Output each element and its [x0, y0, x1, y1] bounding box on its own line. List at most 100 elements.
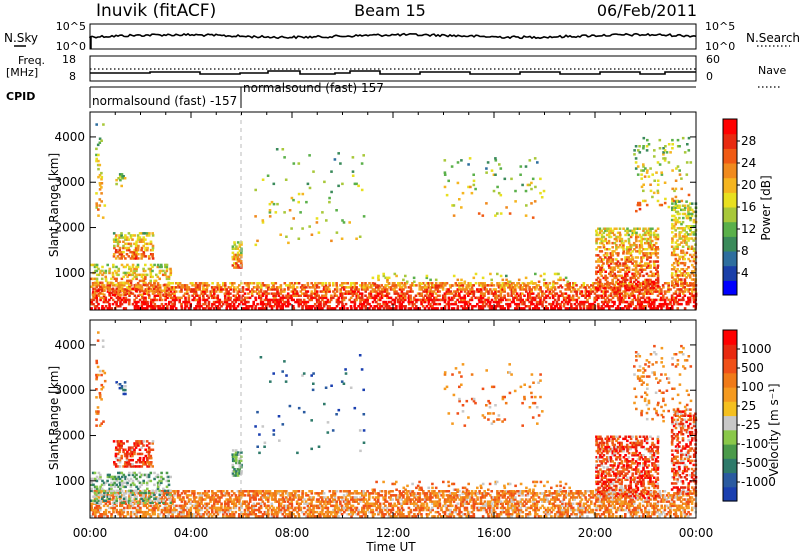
data-cell	[256, 239, 259, 243]
data-cell	[241, 515, 245, 518]
data-cell	[618, 284, 622, 288]
data-cell	[483, 300, 487, 304]
data-cell	[385, 290, 389, 293]
data-cell	[683, 208, 687, 212]
data-cell	[149, 504, 153, 508]
data-cell	[551, 296, 555, 300]
data-cell	[200, 502, 203, 505]
data-cell	[551, 302, 555, 306]
data-cell	[160, 496, 164, 499]
data-cell	[653, 149, 656, 152]
data-cell	[322, 305, 326, 308]
data-cell	[627, 307, 631, 310]
data-cell	[663, 292, 667, 295]
data-cell	[644, 262, 647, 265]
data-cell	[620, 276, 624, 280]
data-cell	[209, 307, 212, 310]
data-cell	[649, 167, 652, 170]
data-cell	[530, 187, 533, 191]
data-cell	[117, 510, 120, 514]
data-cell	[644, 278, 647, 282]
data-cell	[524, 286, 528, 289]
data-cell	[203, 284, 207, 287]
data-cell	[368, 294, 371, 297]
data-cell	[530, 202, 533, 205]
data-cell	[102, 285, 106, 288]
data-cell	[642, 296, 645, 300]
data-cell	[202, 302, 205, 306]
data-cell	[676, 204, 680, 207]
data-cell	[625, 284, 629, 288]
data-cell	[288, 496, 292, 499]
data-cell	[203, 490, 207, 493]
data-cell	[595, 266, 598, 269]
data-cell	[337, 152, 340, 155]
data-cell	[218, 500, 221, 503]
data-cell	[674, 253, 678, 257]
data-cell	[124, 234, 127, 237]
data-cell	[656, 189, 660, 193]
data-cell	[223, 504, 227, 508]
data-cell	[692, 259, 696, 263]
data-cell	[685, 235, 688, 238]
data-cell	[144, 298, 147, 302]
data-cell	[183, 500, 187, 503]
data-cell	[512, 292, 515, 295]
data-cell	[95, 204, 99, 207]
data-cell	[149, 515, 153, 518]
data-cell	[207, 300, 211, 304]
data-cell	[671, 147, 674, 150]
data-cell	[627, 305, 631, 308]
data-cell	[180, 302, 183, 306]
data-cell	[290, 504, 294, 508]
data-cell	[252, 286, 256, 289]
data-cell	[118, 296, 122, 300]
data-cell	[436, 307, 439, 310]
data-cell	[146, 246, 149, 250]
data-cell	[191, 288, 194, 291]
data-cell	[393, 300, 397, 304]
data-cell	[216, 296, 219, 300]
data-cell	[301, 292, 304, 295]
date-title: 06/Feb/2011	[597, 1, 697, 20]
data-cell	[452, 294, 456, 297]
data-cell	[135, 515, 138, 518]
data-cell	[415, 300, 418, 304]
data-cell	[151, 284, 154, 287]
data-cell	[425, 290, 429, 293]
data-cell	[187, 498, 191, 501]
data-cell	[126, 242, 129, 246]
data-cell	[618, 292, 622, 295]
data-cell	[434, 278, 438, 282]
data-cell	[360, 188, 364, 192]
data-cell	[128, 265, 131, 269]
data-cell	[227, 286, 231, 289]
data-cell	[259, 288, 263, 291]
data-cell	[548, 290, 552, 293]
data-cell	[681, 282, 685, 285]
data-cell	[613, 237, 617, 241]
data-cell	[234, 494, 238, 497]
data-cell	[301, 284, 304, 287]
data-cell	[620, 246, 623, 249]
data-cell	[631, 268, 635, 271]
data-cell	[633, 274, 636, 278]
data-cell	[254, 298, 258, 302]
data-cell	[292, 498, 295, 501]
data-cell	[688, 300, 692, 304]
data-cell	[628, 258, 631, 261]
data-cell	[456, 294, 459, 297]
data-cell	[118, 250, 122, 254]
data-cell	[185, 494, 189, 497]
data-cell	[90, 298, 93, 302]
data-cell	[332, 290, 335, 293]
data-cell	[624, 256, 627, 259]
data-cell	[638, 274, 642, 278]
data-cell	[358, 235, 362, 238]
data-cell	[326, 300, 330, 304]
data-cell	[671, 187, 674, 191]
data-cell	[680, 274, 683, 277]
data-cell	[671, 251, 674, 255]
data-cell	[196, 502, 200, 505]
data-cell	[682, 227, 685, 230]
